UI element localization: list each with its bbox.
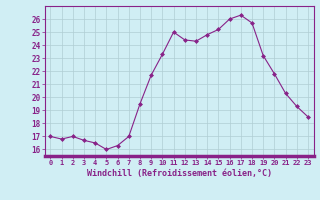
- X-axis label: Windchill (Refroidissement éolien,°C): Windchill (Refroidissement éolien,°C): [87, 169, 272, 178]
